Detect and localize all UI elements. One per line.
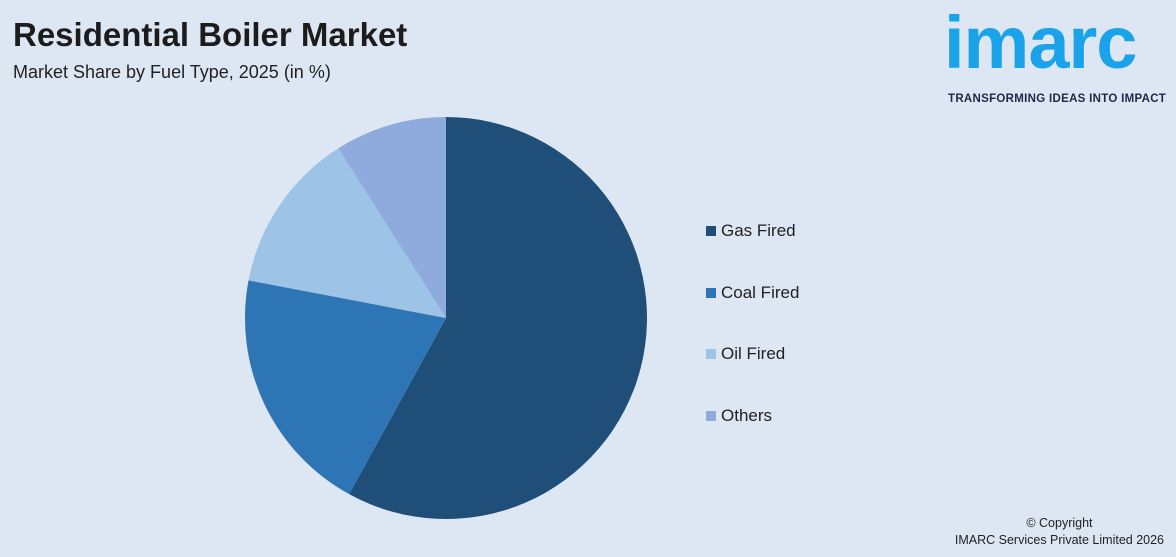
pie-slice-coal-fired bbox=[245, 280, 446, 495]
legend-label-gas-fired: Gas Fired bbox=[721, 221, 796, 240]
legend-swatch-coal-fired bbox=[706, 287, 716, 298]
legend-label-others: Others bbox=[721, 405, 773, 425]
chart-title: Residential Boiler Market bbox=[13, 16, 408, 53]
pie-slice-gas-fired bbox=[349, 117, 647, 519]
imarc-logo[interactable]: imarc TRANSFORMING IDEAS INTO IMPACT bbox=[944, 6, 1170, 108]
legend-item-coal-fired: Coal Fired bbox=[706, 283, 799, 303]
copyright-line-2: IMARC Services Private Limited 2026 bbox=[954, 533, 1164, 547]
chart-subtitle: Market Share by Fuel Type, 2025 (in %) bbox=[13, 62, 331, 82]
copyright-notice: © Copyright IMARC Services Private Limit… bbox=[955, 515, 1164, 549]
copyright-line-1: © Copyright bbox=[1026, 516, 1093, 530]
legend-item-oil-fired: Oil Fired bbox=[706, 344, 799, 364]
legend-item-others: Others bbox=[706, 406, 799, 426]
legend-item-gas-fired: Gas Fired bbox=[706, 221, 799, 241]
legend-label-oil-fired: Oil Fired bbox=[721, 344, 786, 363]
logo-tagline: TRANSFORMING IDEAS INTO IMPACT bbox=[948, 93, 1167, 105]
pie-slice-others bbox=[338, 117, 446, 318]
chart-legend: Gas Fired Coal Fired Oil Fired Others bbox=[706, 221, 799, 467]
logo-wordmark: imarc bbox=[944, 1, 1137, 84]
legend-label-coal-fired: Coal Fired bbox=[721, 282, 800, 302]
legend-swatch-oil-fired bbox=[706, 349, 716, 359]
legend-swatch-others bbox=[706, 410, 716, 421]
pie-slice-oil-fired bbox=[248, 148, 446, 318]
legend-swatch-gas-fired bbox=[706, 226, 716, 236]
